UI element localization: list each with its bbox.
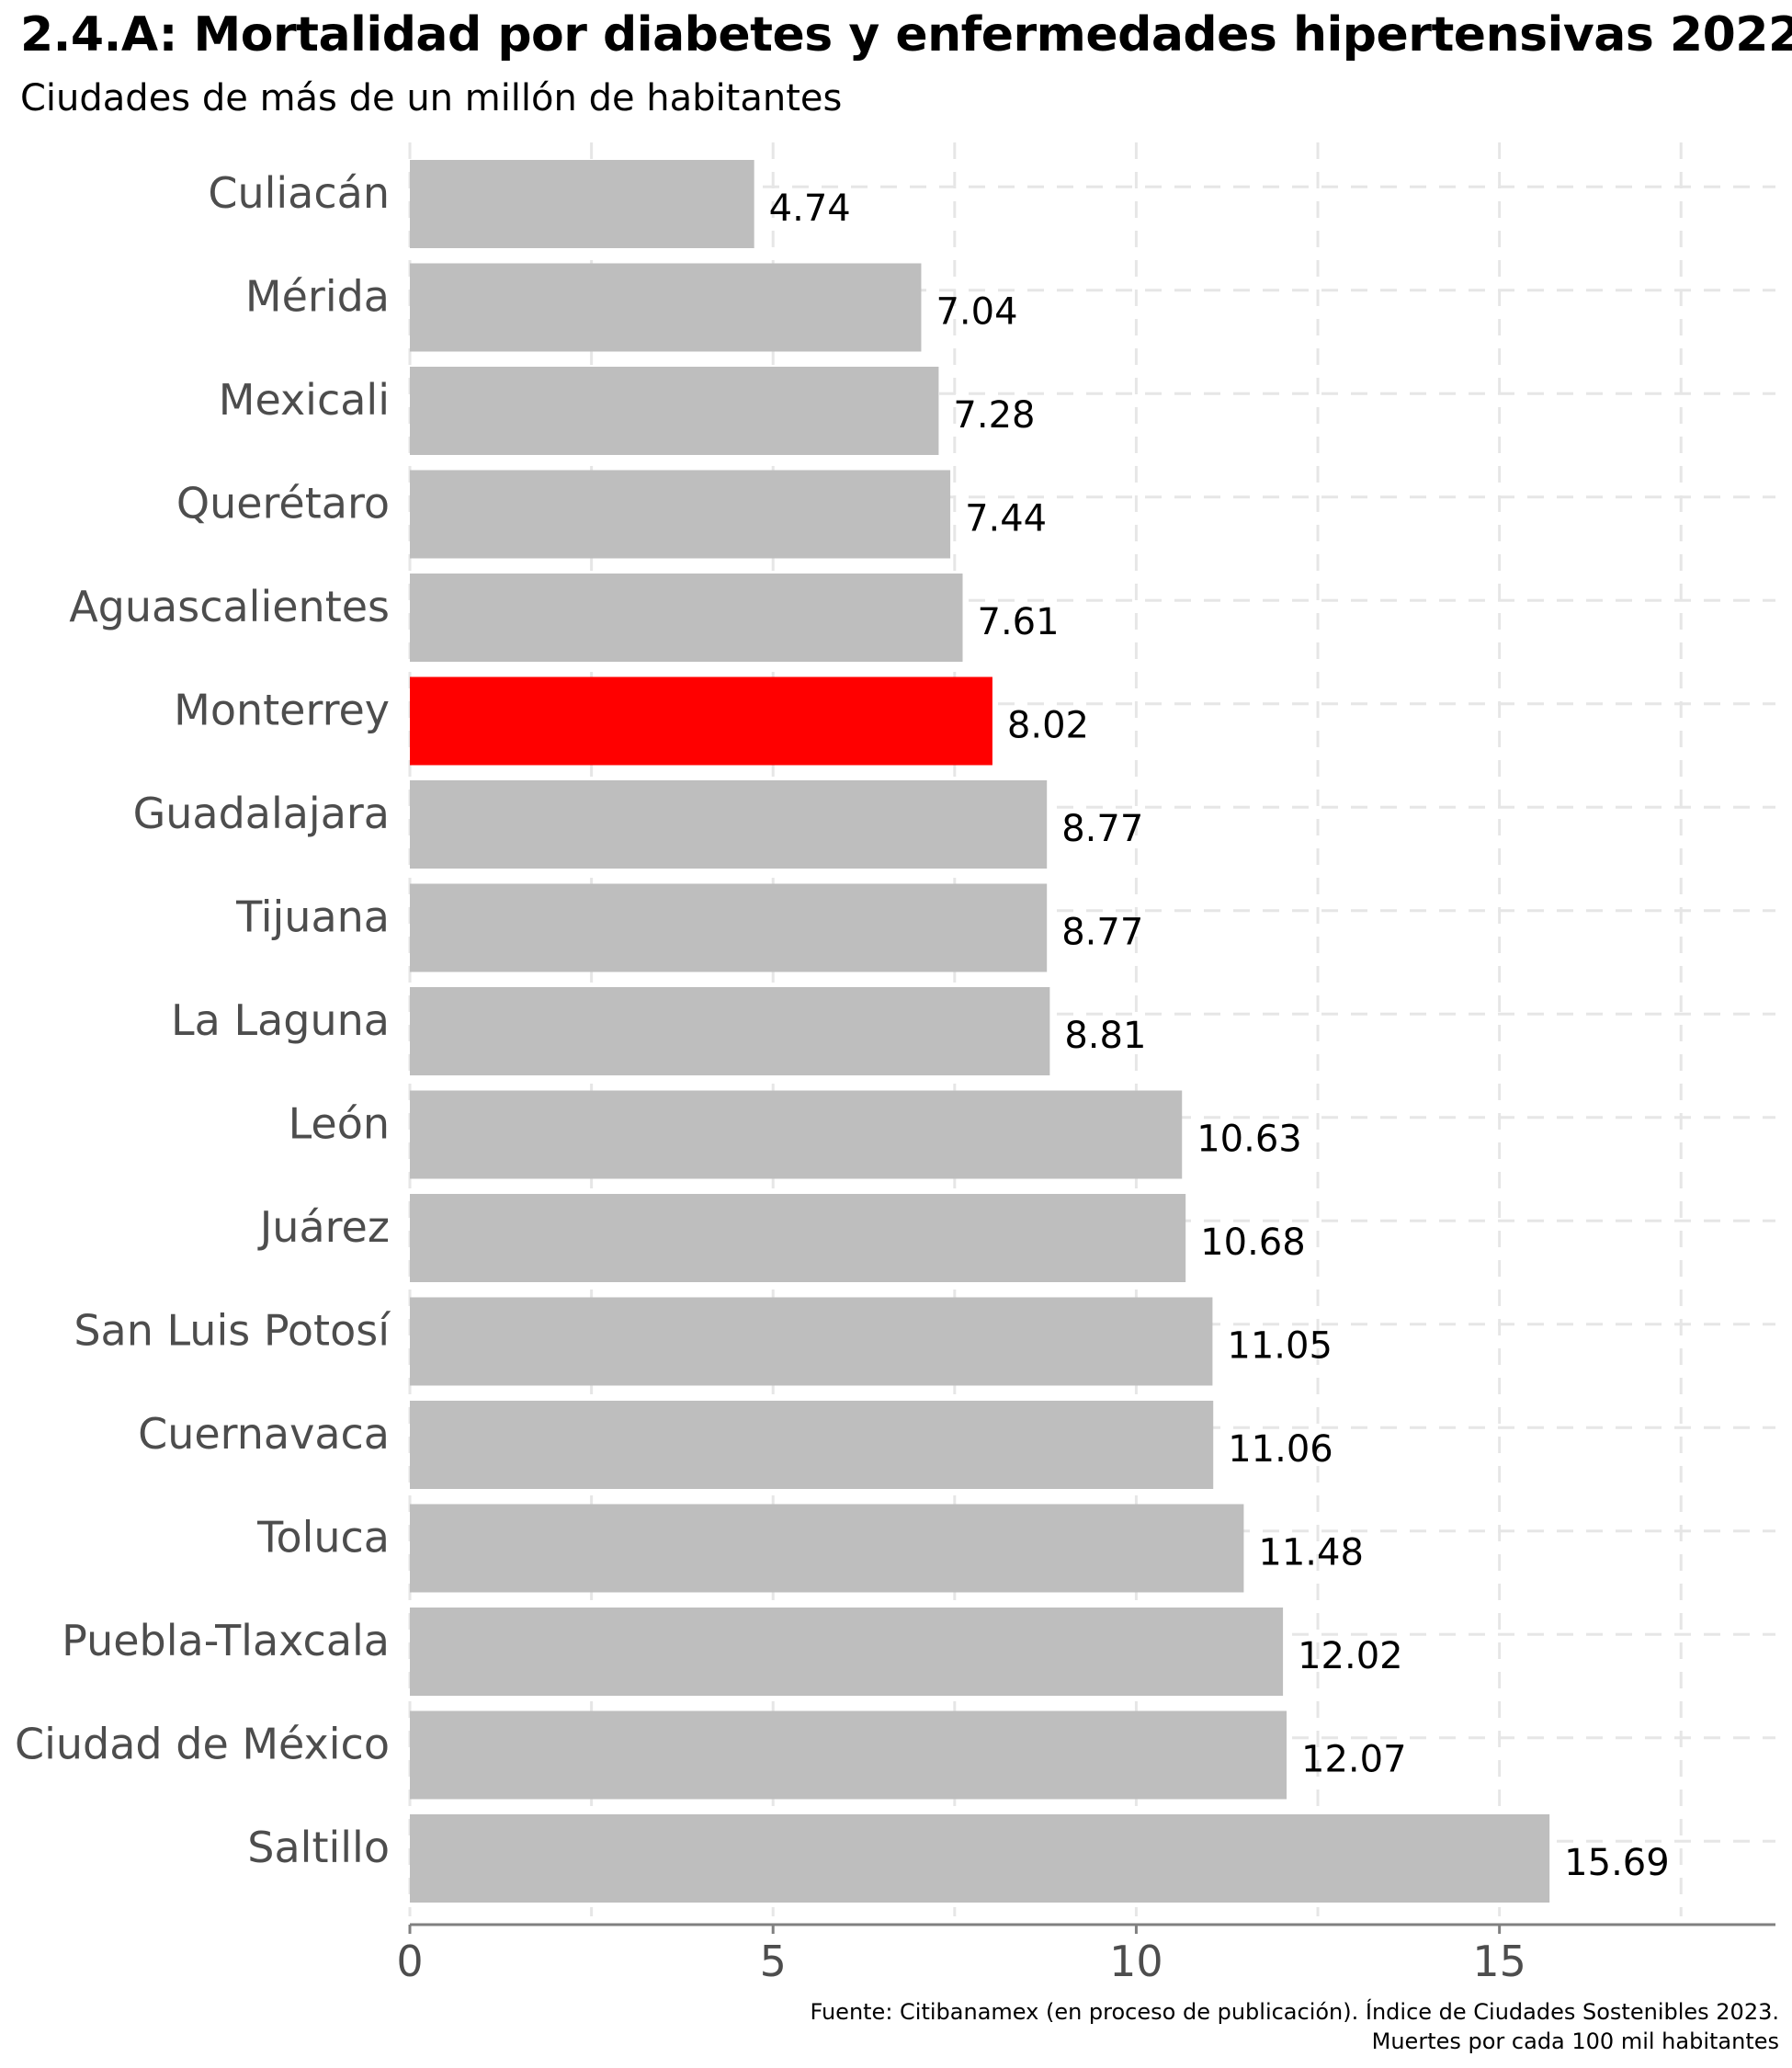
bar <box>410 884 1047 972</box>
bar <box>410 1401 1213 1489</box>
bar <box>410 1194 1185 1282</box>
bar <box>410 1608 1283 1696</box>
category-label: Culiacán <box>208 168 390 218</box>
bar-value-label: 8.77 <box>1061 808 1143 850</box>
category-label: Toluca <box>256 1513 390 1562</box>
bar-value-label: 12.07 <box>1301 1739 1407 1781</box>
bar-value-label: 7.04 <box>936 291 1017 334</box>
bar <box>410 1814 1549 1903</box>
bar-value-label: 7.28 <box>953 394 1035 437</box>
bar-value-label: 8.77 <box>1061 912 1143 954</box>
category-label: Mexicali <box>219 375 390 425</box>
category-label: León <box>289 1099 390 1149</box>
bar-value-label: 7.44 <box>965 498 1047 540</box>
bar <box>410 264 921 352</box>
bar <box>410 574 963 662</box>
bar-value-label: 12.02 <box>1298 1635 1403 1677</box>
category-label: Tijuana <box>235 892 390 942</box>
category-label: Puebla-Tlaxcala <box>62 1616 390 1665</box>
bar-value-label: 11.05 <box>1227 1325 1333 1368</box>
bar-value-label: 10.68 <box>1200 1221 1306 1264</box>
x-axis-ticks: 0 5 10 15 <box>396 1925 1526 1986</box>
bar-value-label: 15.69 <box>1564 1842 1670 1884</box>
category-label: Ciudad de México <box>15 1720 390 1769</box>
x-tick-label: 0 <box>396 1937 423 1986</box>
category-label: La Laguna <box>171 995 390 1045</box>
category-label: Saltillo <box>247 1823 390 1872</box>
category-label: Aguascalientes <box>69 582 390 631</box>
bar-value-label: 8.02 <box>1007 705 1089 747</box>
category-label: Juárez <box>257 1202 390 1252</box>
x-tick-label: 15 <box>1472 1937 1526 1986</box>
bar <box>410 780 1047 869</box>
bar <box>410 1298 1212 1386</box>
caption-source: Fuente: Citibanamex (en proceso de publi… <box>810 1997 1779 2027</box>
bar-value-label: 7.61 <box>978 601 1060 643</box>
bar <box>410 1711 1287 1800</box>
category-label: Mérida <box>245 272 390 322</box>
category-label: Guadalajara <box>133 789 390 838</box>
bar-value-label: 8.81 <box>1064 1015 1146 1057</box>
bar <box>410 677 992 766</box>
category-label: Querétaro <box>176 479 390 528</box>
bar-value-label: 4.74 <box>769 187 851 230</box>
bar-value-label: 10.63 <box>1197 1119 1302 1161</box>
bar <box>410 1505 1243 1593</box>
bar <box>410 1091 1182 1179</box>
category-labels: Culiacán Mérida Mexicali Querétaro Aguascali… <box>15 168 391 1872</box>
x-tick-label: 10 <box>1109 1937 1163 1986</box>
category-label: San Luis Potosí <box>74 1306 391 1356</box>
caption-units: Muertes por cada 100 mil habitantes <box>810 2027 1779 2056</box>
x-tick-label: 5 <box>760 1937 787 1986</box>
bar-value-label: 11.06 <box>1228 1428 1333 1471</box>
bar <box>410 367 938 455</box>
bar <box>410 987 1049 1075</box>
category-label: Monterrey <box>174 686 390 735</box>
bar-value-label: 11.48 <box>1258 1532 1364 1574</box>
category-label: Cuernavaca <box>138 1409 390 1459</box>
chart-caption: Fuente: Citibanamex (en proceso de publi… <box>810 1997 1779 2056</box>
bar <box>410 471 950 559</box>
bar <box>410 160 754 248</box>
